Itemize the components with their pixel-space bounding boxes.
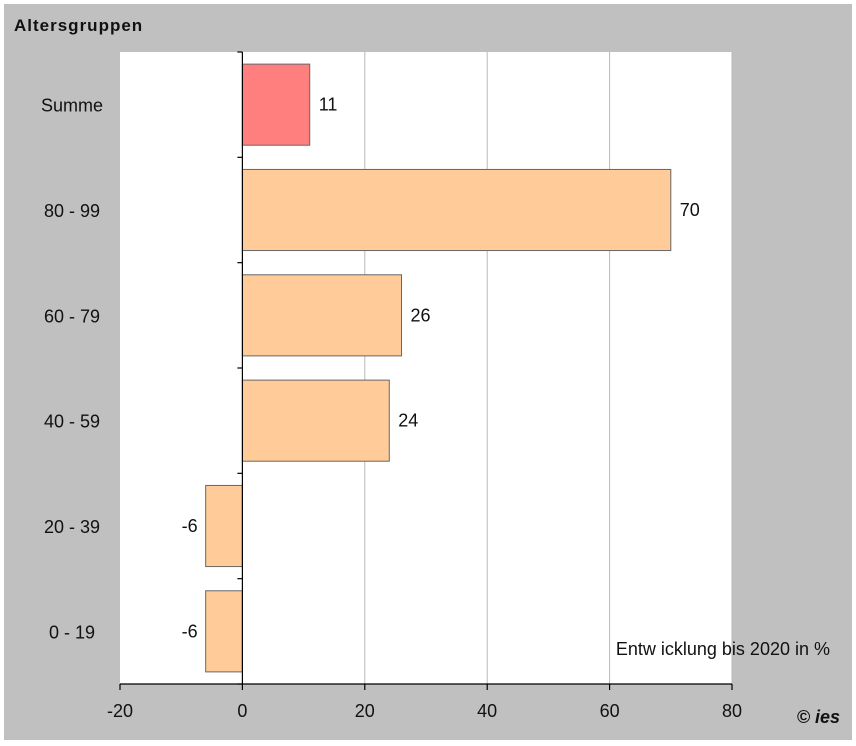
bar-chart: Altersgruppen 11 Summe 70 80 - 99 26 60 - 79 2… <box>14 16 840 727</box>
bars <box>205 63 672 673</box>
bar <box>241 274 403 357</box>
chart-frame: Altersgruppen 11 Summe 70 80 - 99 26 60 - 79 2… <box>4 4 852 740</box>
x-tick-label: 40 <box>477 701 497 721</box>
x-tick-label: 60 <box>600 701 620 721</box>
category-label: 60 - 79 <box>44 306 100 326</box>
x-tick-label: 80 <box>722 701 742 721</box>
data-label: 70 <box>680 200 700 220</box>
bar <box>241 379 390 462</box>
category-label: 20 - 39 <box>44 517 100 537</box>
category-label: 40 - 59 <box>44 412 100 432</box>
x-tick-label: 0 <box>237 701 247 721</box>
gridlines <box>364 52 733 684</box>
data-label: 24 <box>398 411 418 431</box>
x-tick-label: 20 <box>355 701 375 721</box>
axes <box>119 51 733 690</box>
plot-area <box>120 52 732 684</box>
labels: 11 Summe 70 80 - 99 26 60 - 79 24 40 - 59 -6 20 -… <box>41 95 742 721</box>
data-label: 26 <box>411 305 431 325</box>
copyright-label: © ies <box>797 707 840 727</box>
category-label: 80 - 99 <box>44 201 100 221</box>
chart-title: Altersgruppen <box>14 16 143 35</box>
x-tick-label: -20 <box>107 701 133 721</box>
category-label: 0 - 19 <box>49 622 95 642</box>
bar <box>241 168 672 252</box>
data-label: -6 <box>182 516 198 536</box>
data-label: 11 <box>319 95 338 115</box>
chart-annotation: Entw icklung bis 2020 in % <box>616 639 830 659</box>
category-label: Summe <box>41 96 103 116</box>
data-label: -6 <box>182 621 198 641</box>
bar <box>205 590 243 673</box>
bar <box>241 63 311 146</box>
bar <box>205 484 243 568</box>
